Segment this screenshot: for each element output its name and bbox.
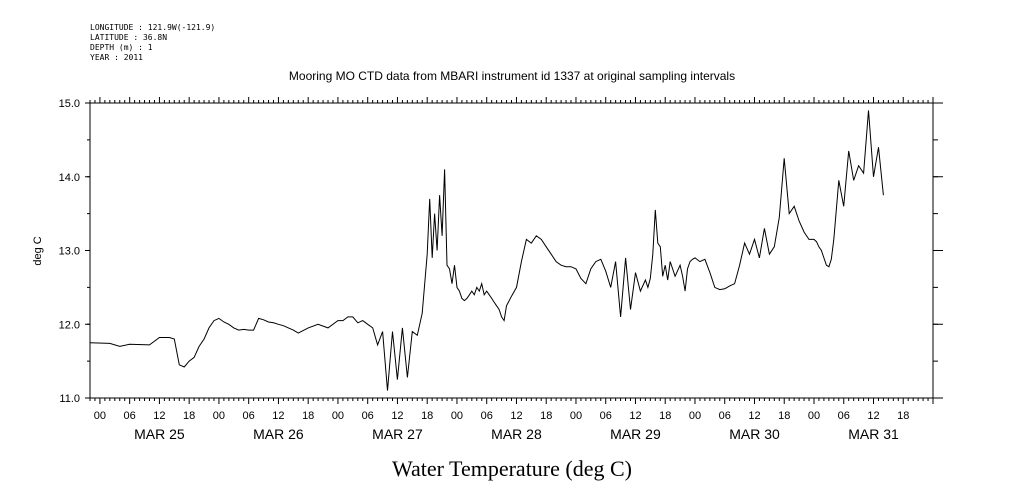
x-hour-label: 18 — [421, 410, 433, 422]
plot-frame — [89, 102, 934, 399]
x-axis-title: Water Temperature (deg C) — [392, 456, 632, 481]
x-hour-label: 12 — [867, 410, 879, 422]
x-hour-label: 00 — [94, 410, 106, 422]
x-hour-label: 18 — [302, 410, 314, 422]
y-tick-label: 14.0 — [59, 172, 80, 184]
x-hour-label: 00 — [808, 410, 820, 422]
meta-longitude: LONGITUDE : 121.9W(-121.9) — [90, 23, 215, 32]
temperature-series-line — [89, 110, 884, 391]
x-hour-label: 00 — [332, 410, 344, 422]
x-hour-label: 18 — [659, 410, 671, 422]
x-hour-label: 00 — [451, 410, 463, 422]
x-hour-label: 00 — [570, 410, 582, 422]
x-hour-label: 18 — [540, 410, 552, 422]
metadata-block: LONGITUDE : 121.9W(-121.9) LATITUDE : 36… — [90, 23, 215, 62]
x-hour-label: 06 — [362, 410, 374, 422]
x-hour-label: 00 — [689, 410, 701, 422]
x-day-label: MAR 26 — [253, 426, 304, 442]
x-hour-label: 06 — [600, 410, 612, 422]
y-axis-label: deg C — [32, 236, 44, 265]
x-hour-label: 12 — [510, 410, 522, 422]
y-tick-label: 12.0 — [59, 319, 80, 331]
y-tick-label: 13.0 — [59, 246, 80, 258]
x-hour-label: 18 — [183, 410, 195, 422]
x-hour-label: 12 — [748, 410, 760, 422]
x-hour-label: 06 — [124, 410, 136, 422]
x-hour-label: 00 — [213, 410, 225, 422]
x-hour-label: 12 — [272, 410, 284, 422]
meta-latitude: LATITUDE : 36.8N — [90, 33, 167, 42]
x-hour-label: 06 — [243, 410, 255, 422]
y-tick-label: 11.0 — [59, 393, 80, 405]
y-axis: 11.0 12.0 13.0 14.0 15.0 — [59, 98, 943, 405]
chart-title: Mooring MO CTD data from MBARI instrumen… — [289, 69, 735, 83]
x-hour-label: 12 — [629, 410, 641, 422]
x-day-label: MAR 31 — [848, 426, 899, 442]
x-day-label: MAR 29 — [610, 426, 661, 442]
x-hour-label: 06 — [838, 410, 850, 422]
x-axis: 00 06 12 18 00 06 12 18 00 06 12 18 00 06 12 18 00 06 12 18… — [89, 97, 934, 442]
x-hour-label: 06 — [481, 410, 493, 422]
x-day-label: MAR 25 — [134, 426, 185, 442]
x-hour-label: 12 — [153, 410, 165, 422]
y-tick-label: 15.0 — [59, 98, 80, 110]
x-day-label: MAR 28 — [491, 426, 542, 442]
x-hour-label: 06 — [719, 410, 731, 422]
x-hour-label: 18 — [897, 410, 909, 422]
x-hour-label: 12 — [391, 410, 403, 422]
x-hour-label: 18 — [778, 410, 790, 422]
meta-year: YEAR : 2011 — [90, 53, 143, 62]
x-day-label: MAR 30 — [729, 426, 780, 442]
meta-depth: DEPTH (m) : 1 — [90, 43, 153, 52]
x-day-label: MAR 27 — [372, 426, 423, 442]
